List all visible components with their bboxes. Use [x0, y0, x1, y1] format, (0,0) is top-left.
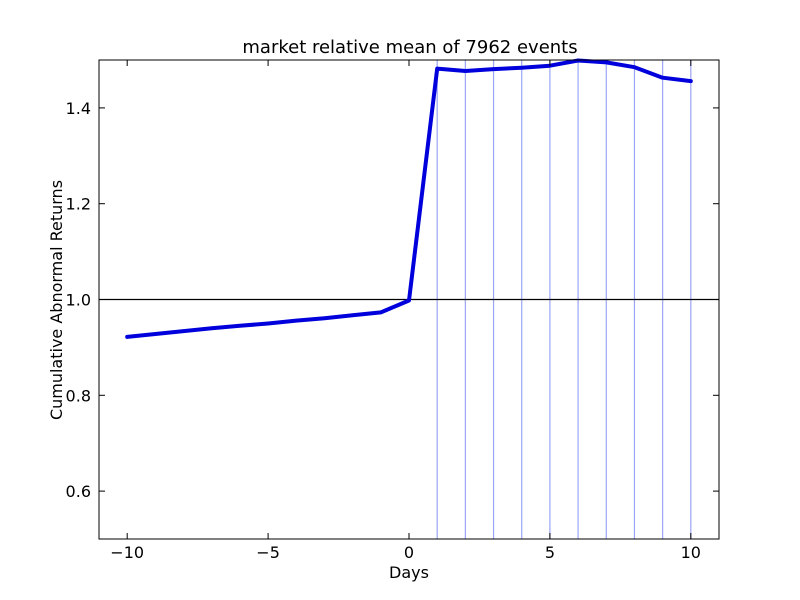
y-tick-label: 1.4: [66, 99, 91, 118]
x-tick-label: 10: [681, 543, 701, 562]
series-group: [125, 58, 693, 339]
series-line-1: [125, 58, 693, 339]
y-tick-label: 1.0: [66, 291, 91, 310]
x-tick-label: 0: [404, 543, 414, 562]
y-axis-label: Cumulative Abnormal Returns: [47, 180, 66, 420]
y-tick-label: 1.2: [66, 195, 91, 214]
y-tick-label: 0.6: [66, 482, 91, 501]
tick-group: −10 −5 0 5 10 0.6 0.8 1.0 1.2 1.4: [66, 60, 719, 562]
x-tick-label: 5: [545, 543, 555, 562]
x-tick-label: −5: [256, 543, 280, 562]
x-tick-label: −10: [110, 543, 144, 562]
chart-title: market relative mean of 7962 events: [242, 37, 577, 58]
x-axis-label: Days: [389, 563, 429, 582]
y-tick-label: 0.8: [66, 386, 91, 405]
